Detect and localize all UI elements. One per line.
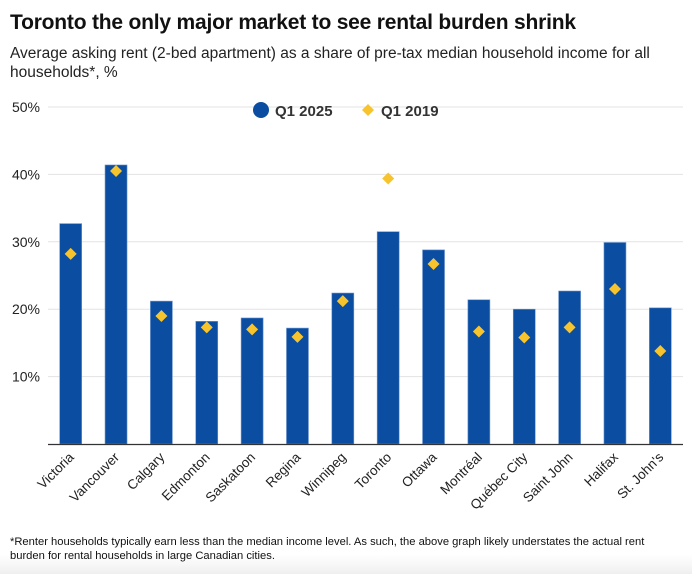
y-tick-label: 50% <box>12 99 40 115</box>
bar-montr-al <box>467 299 491 445</box>
x-tick-label: Calgary <box>124 449 168 493</box>
y-tick-label: 20% <box>12 301 40 317</box>
legend-circle-icon <box>253 102 269 118</box>
bars-q1-2025 <box>59 164 672 445</box>
x-tick-label: Saint John <box>520 450 576 506</box>
x-tick-label: Toronto <box>352 450 394 492</box>
x-tick-label: Winnipeg <box>299 450 349 500</box>
chart-title: Toronto the only major market to see ren… <box>10 11 576 34</box>
marker-calgary <box>155 309 168 322</box>
bar-calgary <box>150 300 173 445</box>
bar-halifax <box>603 242 627 445</box>
legend-diamond-icon <box>362 104 374 116</box>
bar-edmonton <box>195 321 219 445</box>
legend-label-q1-2019: Q1 2019 <box>381 103 439 120</box>
bar-toronto <box>376 231 400 445</box>
footnote: *Renter households typically earn less t… <box>0 531 692 574</box>
legend-label-q1-2025: Q1 2025 <box>275 103 333 120</box>
marker-ottawa <box>427 258 440 271</box>
chart-subtitle: Average asking rent (2-bed apartment) as… <box>10 45 650 81</box>
bar-qu-bec-city <box>512 308 536 445</box>
bar-ottawa <box>422 249 445 445</box>
marker-edmonton <box>200 321 213 334</box>
marker-saskatoon <box>246 323 259 336</box>
marker-saint-john <box>563 321 576 334</box>
bar-regina <box>286 327 309 445</box>
y-axis: 10% 20% 30% 40% 50% <box>12 99 40 385</box>
x-tick-label: Regina <box>263 449 304 490</box>
marker-qu-bec-city <box>518 331 531 344</box>
x-tick-label: Halifax <box>581 449 621 489</box>
marker-regina <box>291 330 304 343</box>
y-tick-label: 40% <box>12 166 40 182</box>
y-tick-label: 10% <box>12 369 40 385</box>
marker-victoria <box>64 247 77 260</box>
marker-toronto <box>382 172 395 185</box>
bar-st-john-s <box>649 307 672 445</box>
x-tick-label: Ottawa <box>399 449 440 490</box>
y-tick-label: 30% <box>12 234 40 250</box>
x-tick-label: Vancouver <box>67 449 123 505</box>
x-tick-label: Saskatoon <box>203 450 259 506</box>
marker-winnipeg <box>336 295 349 308</box>
marker-vancouver <box>110 165 123 178</box>
bar-winnipeg <box>331 292 355 445</box>
bar-saskatoon <box>240 317 264 445</box>
marker-montr-al <box>472 325 485 338</box>
x-tick-label: St. John's <box>614 449 666 501</box>
footnote-text: *Renter households typically earn less t… <box>10 536 645 562</box>
legend: Q1 2025 Q1 2019 <box>253 102 439 120</box>
bar-saint-john <box>558 290 581 445</box>
gridlines <box>48 106 683 378</box>
marker-halifax <box>608 282 621 295</box>
markers-q1-2019 <box>64 165 667 357</box>
marker-st-john-s <box>654 344 667 357</box>
x-tick-label: Victoria <box>35 449 78 492</box>
bar-vancouver <box>104 164 128 445</box>
